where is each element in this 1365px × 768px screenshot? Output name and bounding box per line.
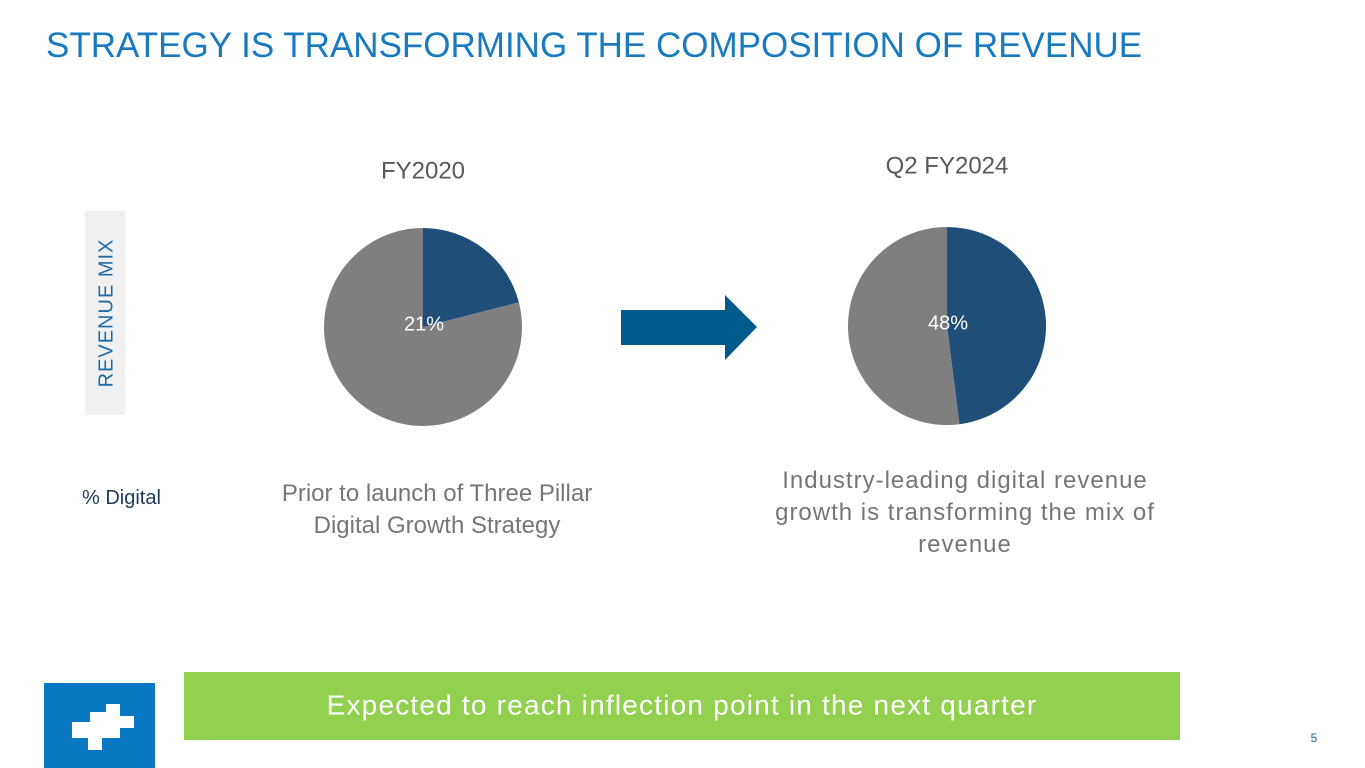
arrow xyxy=(621,295,757,360)
data-label: 21% xyxy=(404,313,444,335)
logo-mark xyxy=(72,704,134,750)
pie-slice xyxy=(947,227,1047,425)
pie-slice xyxy=(423,228,519,327)
caption: Prior to launch of Three Pillar Digital … xyxy=(281,480,593,539)
data-label: 48% xyxy=(928,312,968,334)
banner-text: Expected to reach inflection point in th… xyxy=(327,689,1038,720)
pie-title: Q2 FY2024 xyxy=(886,152,1009,179)
pie-slice xyxy=(848,227,960,425)
title: STRATEGY IS TRANSFORMING THE COMPOSITION… xyxy=(46,26,1143,65)
page-number: 5 xyxy=(1311,731,1318,745)
caption: Industry-leading digital revenue growth … xyxy=(775,467,1155,558)
pie-slice xyxy=(323,228,522,426)
row-label: % Digital xyxy=(82,487,161,509)
banner-box xyxy=(184,672,1180,740)
pie-title: FY2020 xyxy=(381,157,465,184)
side-label: REVENUE MIX xyxy=(95,239,117,388)
side-label-box xyxy=(85,211,125,415)
